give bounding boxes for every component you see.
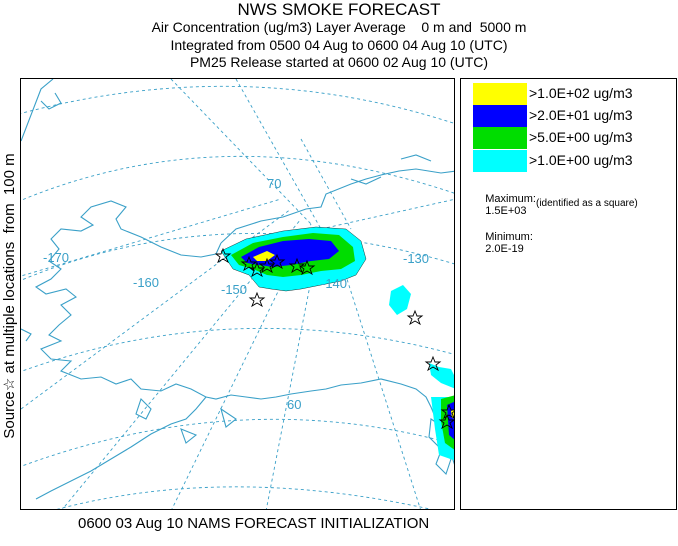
release-start: PM25 Release started at 0600 02 Aug 10 (…	[189, 54, 489, 70]
maximum-row: Maximum: 1.5E+03	[473, 181, 536, 229]
lat-label-70: 70	[267, 176, 281, 191]
lon-label-130: -130	[403, 251, 429, 266]
map-panel[interactable]: -170 -160 -150 -140 -130 70 60	[20, 78, 455, 510]
legend-swatch-yellow	[473, 83, 527, 105]
minimum-label: Minimum:	[485, 231, 533, 243]
lon-label-170: -170	[43, 250, 69, 265]
legend-item-3: >5.0E+00 ug/m3	[473, 127, 673, 149]
legend-item-4: >1.0E+00 ug/m3	[473, 150, 673, 172]
minimum-row: Minimum: 2.0E-19	[473, 219, 533, 267]
forecast-title: NWS SMOKE FORECAST	[237, 0, 441, 19]
concentration-subtitle: Air Concentration (ug/m3) Layer Average …	[151, 19, 527, 35]
legend-swatch-blue	[473, 105, 527, 127]
maximum-label: Maximum:	[485, 193, 536, 205]
source-markers	[214, 247, 454, 430]
lon-label-150: -150	[221, 282, 247, 297]
maximum-note: (identified as a square)	[536, 198, 638, 209]
legend-item-1: >1.0E+02 ug/m3	[473, 83, 673, 105]
legend-label: >2.0E+01 ug/m3	[529, 107, 633, 123]
integration-period: Integrated from 0500 04 Aug to 0600 04 A…	[170, 37, 508, 53]
legend-swatch-green	[473, 127, 527, 149]
lat-label-60: 60	[287, 397, 301, 412]
minimum-value: 2.0E-19	[485, 243, 524, 255]
smoke-map[interactable]: -170 -160 -150 -140 -130 70 60	[21, 79, 455, 510]
legend-panel: >1.0E+02 ug/m3 >2.0E+01 ug/m3 >5.0E+00 u…	[460, 78, 677, 510]
legend-item-2: >2.0E+01 ug/m3	[473, 105, 673, 127]
legend-swatch-cyan	[473, 150, 527, 172]
legend-label: >5.0E+00 ug/m3	[529, 129, 633, 145]
legend-label: >1.0E+00 ug/m3	[529, 152, 633, 168]
maximum-value: 1.5E+03	[485, 205, 527, 217]
lon-label-140: -140	[321, 276, 347, 291]
legend-label: >1.0E+02 ug/m3	[529, 85, 633, 101]
smoke-plume	[220, 226, 454, 461]
lon-label-160: -160	[133, 275, 159, 290]
source-label: Source☆ at multiple locations from 100 m	[1, 153, 18, 439]
initialization-footer: 0600 03 Aug 10 NAMS FORECAST INITIALIZAT…	[78, 515, 430, 532]
